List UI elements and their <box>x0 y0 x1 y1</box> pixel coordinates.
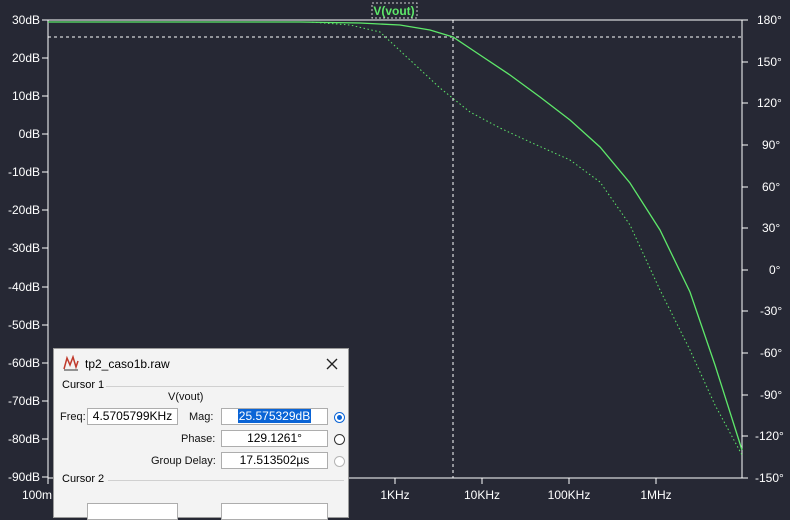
right-tick-label: 120° <box>757 96 782 110</box>
left-tick-label: -20dB <box>8 203 40 217</box>
frequency-axis: 100m 1KHz 10KHz 100KHz 1MHz <box>22 478 672 502</box>
cursor1-trace-name: V(vout) <box>168 391 204 403</box>
right-tick: 120° <box>742 96 782 110</box>
left-tick-label: -30dB <box>8 241 40 255</box>
right-tick-label: 60° <box>762 180 780 194</box>
phase-label: Phase: <box>181 433 216 445</box>
magnitude-axis: 30dB 20dB 10dB 0dB -10dB -20dB -30dB -40… <box>8 13 48 484</box>
left-tick-label: -10dB <box>8 165 40 179</box>
mag-field[interactable]: 25.575329dB <box>221 408 328 425</box>
right-tick: -90° <box>742 388 782 402</box>
right-tick-label: 0° <box>769 263 781 277</box>
freq-field[interactable]: 4.5705799KHz <box>87 408 178 425</box>
left-tick-label: 0dB <box>19 127 40 141</box>
group-delay-field[interactable]: 17.513502µs <box>221 452 328 469</box>
right-tick: 180° <box>742 13 782 27</box>
right-tick-label: -30° <box>760 304 782 318</box>
group-delay-label: Group Delay: <box>151 455 216 467</box>
left-tick-label: -40dB <box>8 280 40 294</box>
right-tick-label: -60° <box>760 346 782 360</box>
phase-axis: 180° 150° 120° 90° 60° 30° 0° -30° -60° … <box>742 13 784 485</box>
bottom-tick-label: 10KHz <box>464 488 500 502</box>
left-tick: 10dB <box>12 89 48 103</box>
left-tick: -80dB <box>8 432 48 446</box>
cursor2-group-border <box>108 480 344 481</box>
left-tick: -30dB <box>8 241 48 255</box>
right-tick: 30° <box>742 221 780 235</box>
bottom-tick: 1MHz <box>640 478 672 502</box>
dialog-title: tp2_caso1b.raw <box>85 357 170 371</box>
bottom-tick: 100KHz <box>548 478 591 502</box>
cursor2-freq-field[interactable] <box>87 503 178 520</box>
bottom-tick-label: 1MHz <box>640 488 671 502</box>
left-tick-label: -70dB <box>8 394 40 408</box>
cursor-dialog[interactable]: tp2_caso1b.raw Cursor 1 V(vout) Freq: 4.… <box>53 348 349 520</box>
left-tick-label: -50dB <box>8 318 40 332</box>
left-tick: -70dB <box>8 394 48 408</box>
right-tick-label: 90° <box>762 138 780 152</box>
left-tick: -20dB <box>8 203 48 217</box>
right-tick: -150° <box>742 471 784 485</box>
mag-value: 25.575329dB <box>237 409 312 423</box>
mag-radio[interactable] <box>334 412 345 423</box>
bottom-tick: 100m <box>22 478 52 502</box>
right-tick: 0° <box>742 263 781 277</box>
dialog-titlebar[interactable]: tp2_caso1b.raw <box>54 349 348 379</box>
left-tick: -60dB <box>8 356 48 370</box>
trace-label[interactable]: V(vout) <box>373 4 414 18</box>
left-tick-label: -60dB <box>8 356 40 370</box>
left-tick-label: -90dB <box>8 470 40 484</box>
bottom-tick: 10KHz <box>464 478 500 502</box>
left-tick: -10dB <box>8 165 48 179</box>
left-tick: 0dB <box>19 127 48 141</box>
right-tick: 150° <box>742 55 782 69</box>
right-tick-label: -90° <box>760 388 782 402</box>
left-tick-label: 20dB <box>12 51 40 65</box>
cursor2-mag-field[interactable] <box>221 503 328 520</box>
bottom-tick-label: 1KHz <box>380 488 409 502</box>
right-tick: -60° <box>742 346 782 360</box>
close-icon[interactable] <box>320 352 344 376</box>
right-tick: -30° <box>742 304 782 318</box>
bottom-tick: 1KHz <box>380 478 410 502</box>
bottom-tick-label: 100KHz <box>548 488 591 502</box>
right-tick: -120° <box>742 429 784 443</box>
right-tick-label: 30° <box>762 221 780 235</box>
group-delay-radio[interactable] <box>334 456 345 467</box>
right-tick-label: 150° <box>757 55 782 69</box>
left-tick-label: 10dB <box>12 89 40 103</box>
mag-label: Mag: <box>189 411 214 423</box>
left-tick: -50dB <box>8 318 48 332</box>
magnitude-trace <box>48 21 743 451</box>
right-tick: 90° <box>742 138 780 152</box>
left-tick-label: 30dB <box>12 13 40 27</box>
cursor1-group-border <box>100 386 344 387</box>
freq-label: Freq: <box>60 411 86 423</box>
right-tick-label: -150° <box>755 471 784 485</box>
left-tick-label: -80dB <box>8 432 40 446</box>
trace-label-box <box>371 2 418 19</box>
bottom-tick-label: 100m <box>22 488 52 502</box>
right-tick: 60° <box>742 180 780 194</box>
left-tick: 20dB <box>12 51 48 65</box>
left-tick: 30dB <box>12 13 48 27</box>
cursor1-group-label: Cursor 1 <box>60 379 107 391</box>
phase-field[interactable]: 129.1261° <box>221 430 328 447</box>
left-tick: -90dB <box>8 470 48 484</box>
phase-radio[interactable] <box>334 434 345 445</box>
left-tick: -40dB <box>8 280 48 294</box>
right-tick-label: 180° <box>757 13 782 27</box>
right-tick-label: -120° <box>755 429 784 443</box>
waveform-app-icon <box>63 355 79 371</box>
cursor2-group-label: Cursor 2 <box>60 473 107 485</box>
